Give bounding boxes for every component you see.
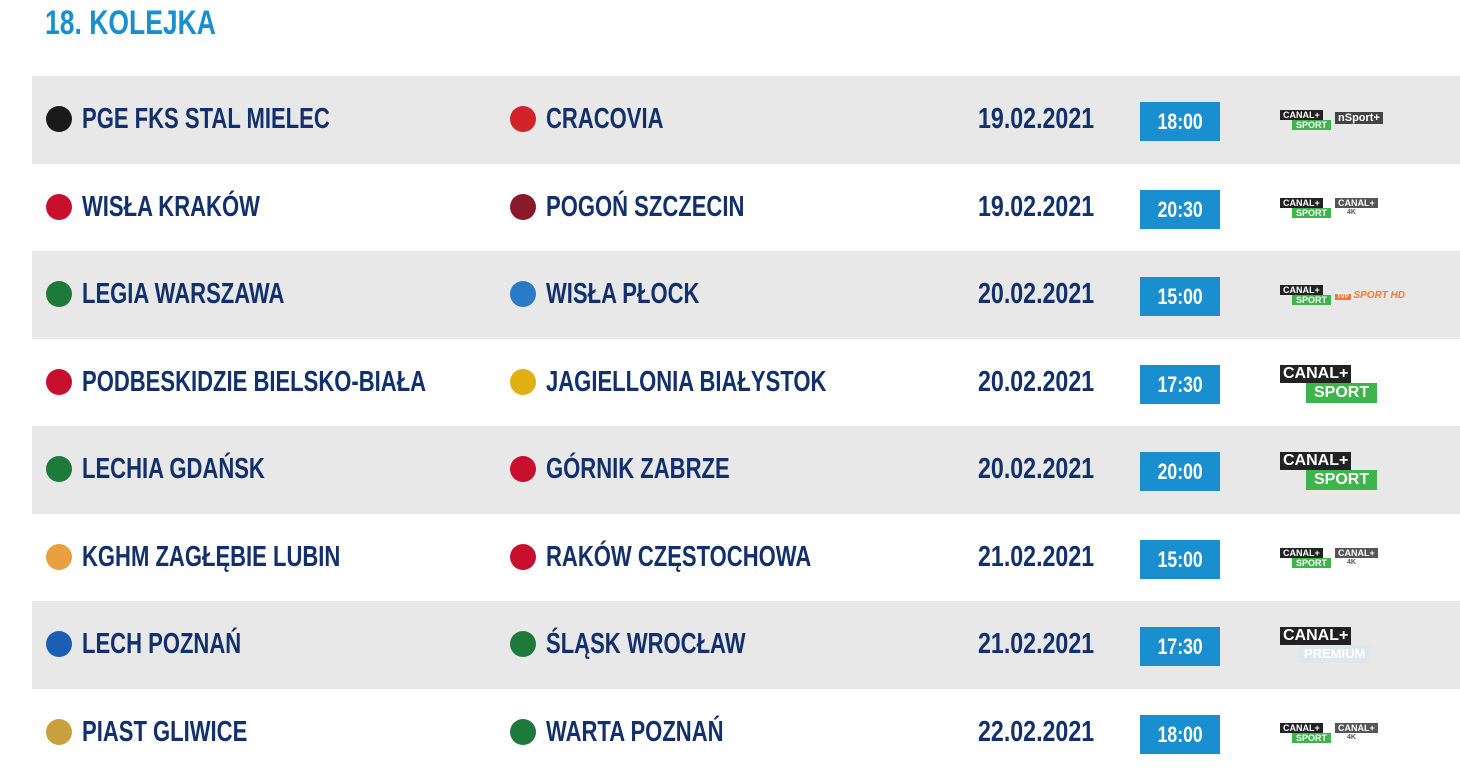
nsport-plus-logo: nSport+ <box>1335 112 1383 124</box>
away-team-name[interactable]: WISŁA PŁOCK <box>546 278 699 311</box>
away-team-name[interactable]: POGOŃ SZCZECIN <box>546 191 744 224</box>
match-row[interactable]: LECH POZNAŃ ŚLĄSK WROCŁAW 21.02.2021 17:… <box>32 601 1460 689</box>
home-team-crest-icon <box>46 544 72 570</box>
canal-plus-4k-logo: CANAL+4K <box>1335 198 1378 218</box>
home-team-crest-icon <box>46 194 72 220</box>
home-team-name[interactable]: WISŁA KRAKÓW <box>82 191 260 224</box>
canal-plus-sport-logo: CANAL+SPORT <box>1280 110 1331 130</box>
canal-plus-sport-logo: CANAL+SPORT <box>1280 723 1331 743</box>
match-date: 21.02.2021 <box>978 541 1094 574</box>
broadcaster-logos: CANAL+SPORT <box>1280 373 1377 403</box>
match-date: 20.02.2021 <box>978 453 1094 486</box>
away-team-crest-icon <box>510 456 536 482</box>
match-date: 19.02.2021 <box>978 191 1094 224</box>
tvp-sport-logo: TVP SPORT HD <box>1335 285 1405 302</box>
home-team-name[interactable]: PGE FKS STAL MIELEC <box>82 103 330 136</box>
home-team-crest-icon <box>46 369 72 395</box>
canal-plus-premium-logo: CANAL+PREMIUM <box>1280 627 1371 663</box>
broadcaster-logos: CANAL+SPORT <box>1280 460 1377 490</box>
away-team-name[interactable]: CRACOVIA <box>546 103 664 136</box>
canal-plus-4k-logo: CANAL+4K <box>1335 548 1378 568</box>
home-team-name[interactable]: LECH POZNAŃ <box>82 628 241 661</box>
away-team-crest-icon <box>510 631 536 657</box>
canal-plus-sport-logo: CANAL+SPORT <box>1280 285 1331 305</box>
match-time-badge: 15:00 <box>1140 277 1220 316</box>
match-date: 20.02.2021 <box>978 366 1094 399</box>
match-date: 21.02.2021 <box>978 628 1094 661</box>
home-team-name[interactable]: LEGIA WARSZAWA <box>82 278 284 311</box>
away-team-name[interactable]: ŚLĄSK WROCŁAW <box>546 628 746 661</box>
home-team-crest-icon <box>46 281 72 307</box>
away-team-name[interactable]: WARTA POZNAŃ <box>546 716 724 749</box>
home-team-name[interactable]: PODBESKIDZIE BIELSKO-BIAŁA <box>82 366 426 399</box>
match-time-badge: 20:30 <box>1140 190 1220 229</box>
match-row[interactable]: PODBESKIDZIE BIELSKO-BIAŁA JAGIELLONIA B… <box>32 339 1460 427</box>
home-team-crest-icon <box>46 631 72 657</box>
home-team-name[interactable]: PIAST GLIWICE <box>82 716 247 749</box>
canal-plus-sport-logo: CANAL+SPORT <box>1280 548 1331 568</box>
home-team-crest-icon <box>46 106 72 132</box>
match-list: PGE FKS STAL MIELEC CRACOVIA 19.02.2021 … <box>32 76 1460 776</box>
match-time-badge: 17:30 <box>1140 627 1220 666</box>
match-row[interactable]: LEGIA WARSZAWA WISŁA PŁOCK 20.02.2021 15… <box>32 251 1460 339</box>
home-team-name[interactable]: LECHIA GDAŃSK <box>82 453 265 486</box>
canal-plus-sport-logo: CANAL+SPORT <box>1280 198 1331 218</box>
match-time-badge: 15:00 <box>1140 540 1220 579</box>
match-row[interactable]: KGHM ZAGŁĘBIE LUBIN RAKÓW CZĘSTOCHOWA 21… <box>32 514 1460 602</box>
away-team-crest-icon <box>510 719 536 745</box>
broadcaster-logos: CANAL+PREMIUM <box>1280 635 1371 663</box>
home-team-crest-icon <box>46 456 72 482</box>
home-team-name[interactable]: KGHM ZAGŁĘBIE LUBIN <box>82 541 340 574</box>
away-team-name[interactable]: RAKÓW CZĘSTOCHOWA <box>546 541 811 574</box>
match-row[interactable]: PIAST GLIWICE WARTA POZNAŃ 22.02.2021 18… <box>32 689 1460 776</box>
home-team-crest-icon <box>46 719 72 745</box>
match-date: 20.02.2021 <box>978 278 1094 311</box>
match-time-badge: 18:00 <box>1140 102 1220 141</box>
broadcaster-logos: CANAL+SPORT nSport+ <box>1280 110 1383 130</box>
canal-plus-sport-logo: CANAL+SPORT <box>1280 452 1377 490</box>
canal-plus-4k-logo: CANAL+4K <box>1335 723 1378 743</box>
match-row[interactable]: WISŁA KRAKÓW POGOŃ SZCZECIN 19.02.2021 2… <box>32 164 1460 252</box>
match-time-badge: 20:00 <box>1140 452 1220 491</box>
away-team-crest-icon <box>510 544 536 570</box>
round-title: 18. KOLEJKA <box>45 4 216 43</box>
match-date: 19.02.2021 <box>978 103 1094 136</box>
match-date: 22.02.2021 <box>978 716 1094 749</box>
match-row[interactable]: PGE FKS STAL MIELEC CRACOVIA 19.02.2021 … <box>32 76 1460 164</box>
match-time-badge: 17:30 <box>1140 365 1220 404</box>
away-team-name[interactable]: GÓRNIK ZABRZE <box>546 453 730 486</box>
away-team-crest-icon <box>510 194 536 220</box>
canal-plus-sport-logo: CANAL+SPORT <box>1280 365 1377 403</box>
match-time-badge: 18:00 <box>1140 715 1220 754</box>
match-row[interactable]: LECHIA GDAŃSK GÓRNIK ZABRZE 20.02.2021 2… <box>32 426 1460 514</box>
away-team-crest-icon <box>510 369 536 395</box>
away-team-crest-icon <box>510 106 536 132</box>
away-team-crest-icon <box>510 281 536 307</box>
away-team-name[interactable]: JAGIELLONIA BIAŁYSTOK <box>546 366 826 399</box>
